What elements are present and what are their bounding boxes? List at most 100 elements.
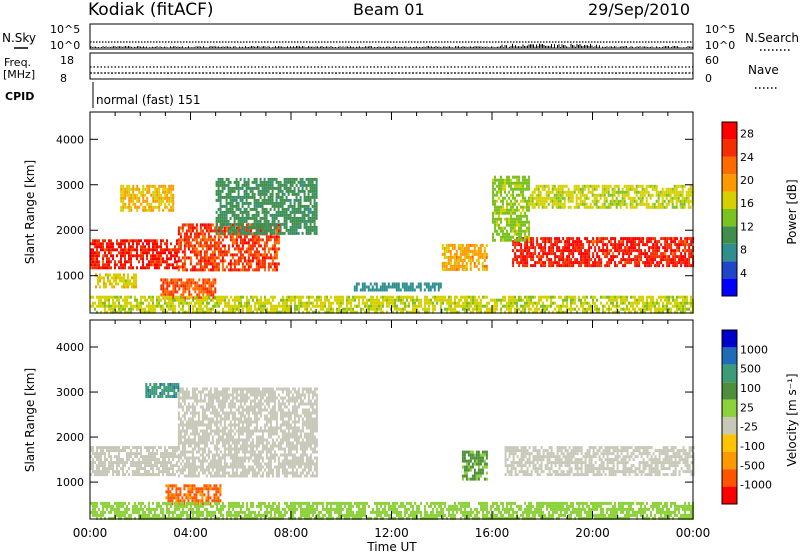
heatmap-cell	[243, 228, 246, 232]
heatmap-cell	[223, 244, 226, 248]
heatmap-cell	[205, 229, 208, 233]
heatmap-cell	[150, 254, 152, 258]
heatmap-cell	[259, 180, 262, 184]
heatmap-cell	[223, 232, 226, 236]
heatmap-cell	[298, 310, 300, 314]
heatmap-cell	[542, 261, 545, 265]
heatmap-cell	[469, 243, 472, 247]
heatmap-cell	[297, 207, 300, 211]
heatmap-cell	[316, 298, 318, 302]
heatmap-cell	[516, 187, 518, 191]
heatmap-cell	[249, 259, 252, 263]
heatmap-cell	[474, 307, 476, 311]
heatmap-cell	[181, 223, 184, 227]
heatmap-cell	[559, 190, 562, 194]
heatmap-cell	[641, 199, 644, 203]
heatmap-cell	[555, 205, 558, 209]
heatmap-cell	[496, 193, 498, 197]
heatmap-cell	[462, 307, 464, 311]
nave-tick-top: 60	[705, 54, 719, 67]
heatmap-cell	[98, 242, 100, 246]
heatmap-cell	[217, 186, 220, 190]
heatmap-cell	[198, 310, 200, 314]
heatmap-cell	[219, 177, 222, 181]
heatmap-cell	[338, 301, 340, 305]
heatmap-cell	[97, 282, 99, 286]
heatmap-cell	[549, 196, 552, 200]
heatmap-cell	[103, 276, 105, 280]
heatmap-cell	[544, 237, 547, 241]
heatmap-cell	[470, 310, 472, 314]
heatmap-cell	[309, 180, 312, 184]
heatmap-cell	[229, 238, 232, 242]
heatmap-cell	[382, 298, 384, 302]
heatmap-cell	[484, 295, 486, 299]
heatmap-cell	[520, 243, 523, 247]
heatmap-cell	[132, 307, 134, 311]
heatmap-cell	[241, 244, 244, 248]
heatmap-cell	[665, 190, 668, 194]
heatmap-cell	[253, 198, 256, 202]
heatmap-cell	[552, 246, 555, 250]
heatmap-cell	[362, 307, 364, 311]
heatmap-cell	[251, 195, 254, 199]
heatmap-cell	[215, 198, 218, 202]
heatmap-cell	[215, 247, 218, 251]
heatmap-cell	[657, 196, 660, 200]
heatmap-cell	[595, 184, 598, 188]
heatmap-cell	[470, 304, 472, 308]
heatmap-cell	[203, 265, 206, 269]
heatmap-cell	[243, 231, 246, 235]
heatmap-cell	[540, 255, 543, 259]
heatmap-cell	[648, 240, 651, 244]
heatmap-cell	[253, 256, 256, 260]
heatmap-cell	[142, 307, 144, 311]
heatmap-cell	[562, 264, 565, 268]
heatmap-cell	[626, 246, 629, 250]
heatmap-cell	[624, 261, 627, 265]
heatmap-cell	[465, 246, 468, 250]
heatmap-cell	[566, 255, 569, 259]
heatmap-cell	[528, 199, 530, 203]
heatmap-cell	[225, 216, 228, 220]
heatmap-cell	[664, 237, 667, 241]
heatmap-cell	[544, 240, 547, 244]
heatmap-cell	[233, 231, 236, 235]
heatmap-cell	[176, 281, 179, 285]
heatmap-cell	[621, 190, 624, 194]
heatmap-cell	[217, 180, 220, 184]
heatmap-cell	[128, 301, 130, 305]
heatmap-cell	[213, 226, 216, 230]
heatmap-cell	[392, 298, 394, 302]
heatmap-cell	[500, 187, 502, 191]
heatmap-cell	[130, 266, 132, 270]
heatmap-cell	[504, 181, 506, 185]
heatmap-cell	[474, 301, 476, 305]
heatmap-cell	[500, 199, 502, 203]
heatmap-cell	[680, 261, 683, 265]
heatmap-cell	[622, 249, 625, 253]
heatmap-cell	[543, 202, 546, 206]
heatmap-cell	[458, 298, 460, 302]
heatmap-cell	[198, 298, 200, 302]
heatmap-cell	[102, 266, 104, 270]
heatmap-cell	[606, 237, 609, 241]
heatmap-cell	[610, 261, 613, 265]
heatmap-cell	[284, 310, 286, 314]
heatmap-cell	[320, 307, 322, 311]
heatmap-cell	[470, 295, 472, 299]
heatmap-cell	[174, 266, 176, 270]
heatmap-cell	[555, 193, 558, 197]
heatmap-cell	[512, 235, 514, 239]
heatmap-cell	[516, 249, 519, 253]
heatmap-cell	[251, 235, 254, 239]
heatmap-cell	[217, 229, 220, 233]
heatmap-cell	[128, 190, 131, 194]
heatmap-cell	[176, 298, 178, 302]
heatmap-cell	[571, 193, 574, 197]
heatmap-cell	[255, 259, 258, 263]
heatmap-cell	[466, 301, 468, 305]
heatmap-cell	[510, 184, 512, 188]
heatmap-cell	[198, 304, 200, 308]
heatmap-cell	[630, 246, 633, 250]
